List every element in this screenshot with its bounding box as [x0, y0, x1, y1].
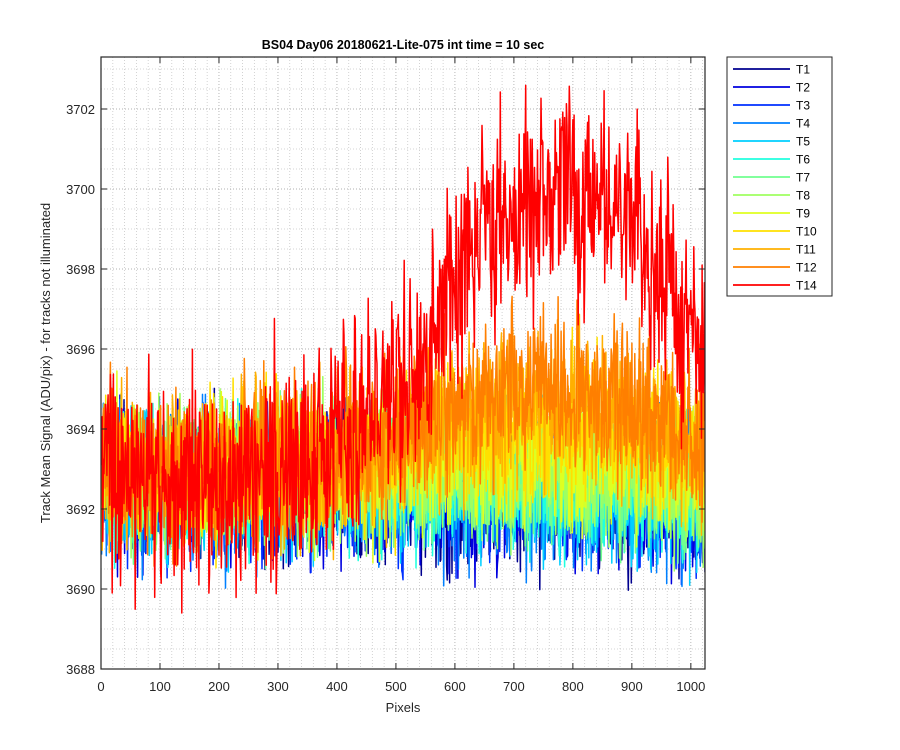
x-tick-label: 400: [326, 679, 348, 694]
y-tick-label: 3700: [66, 182, 95, 197]
x-tick-label: 800: [562, 679, 584, 694]
legend-label: T12: [796, 261, 817, 275]
legend-label: T11: [796, 243, 816, 257]
y-axis-label: Track Mean Signal (ADU/pix) - for tracks…: [38, 203, 53, 523]
y-tick-labels: 3688 3690 3692 3694 3696 3698 3700 3702: [66, 102, 95, 677]
x-axis-label: Pixels: [386, 700, 421, 715]
y-tick-label: 3696: [66, 342, 95, 357]
plot-frame: [100, 56, 706, 670]
legend-label: T9: [796, 207, 810, 221]
series-lines: [101, 84, 705, 614]
x-tick-label: 200: [208, 679, 230, 694]
legend-label: T7: [796, 171, 810, 185]
series-line-t14: [101, 84, 705, 614]
legend-label: T1: [796, 63, 810, 77]
legend[interactable]: T1 T2 T3 T4 T5 T6 T7 T8 T9 T10 T11 T12 T14: [726, 56, 833, 297]
x-tick-label: 700: [503, 679, 525, 694]
y-tick-label: 3688: [66, 662, 95, 677]
x-tick-label: 1000: [676, 679, 705, 694]
legend-label: T4: [796, 117, 810, 131]
legend-label: T5: [796, 135, 810, 149]
y-tick-label: 3692: [66, 502, 95, 517]
y-tick-label: 3694: [66, 422, 95, 437]
y-tick-label: 3690: [66, 582, 95, 597]
legend-label: T3: [796, 99, 810, 113]
legend-label: T6: [796, 153, 810, 167]
axis-ticks: [100, 57, 705, 670]
x-tick-label: 100: [149, 679, 171, 694]
legend-label: T10: [796, 225, 817, 239]
x-tick-label: 600: [444, 679, 466, 694]
x-tick-label: 900: [621, 679, 643, 694]
y-tick-label: 3698: [66, 262, 95, 277]
x-tick-labels: 0 100 200 300 400 500 600 700 800 900 1000: [97, 679, 705, 694]
x-tick-label: 500: [385, 679, 407, 694]
y-tick-label: 3702: [66, 102, 95, 117]
legend-label: T14: [796, 279, 817, 293]
legend-label: T2: [796, 81, 810, 95]
x-tick-label: 300: [267, 679, 289, 694]
x-tick-label: 0: [97, 679, 104, 694]
chart-title: BS04 Day06 20180621-Lite-075 int time = …: [262, 38, 545, 52]
legend-label: T8: [796, 189, 810, 203]
